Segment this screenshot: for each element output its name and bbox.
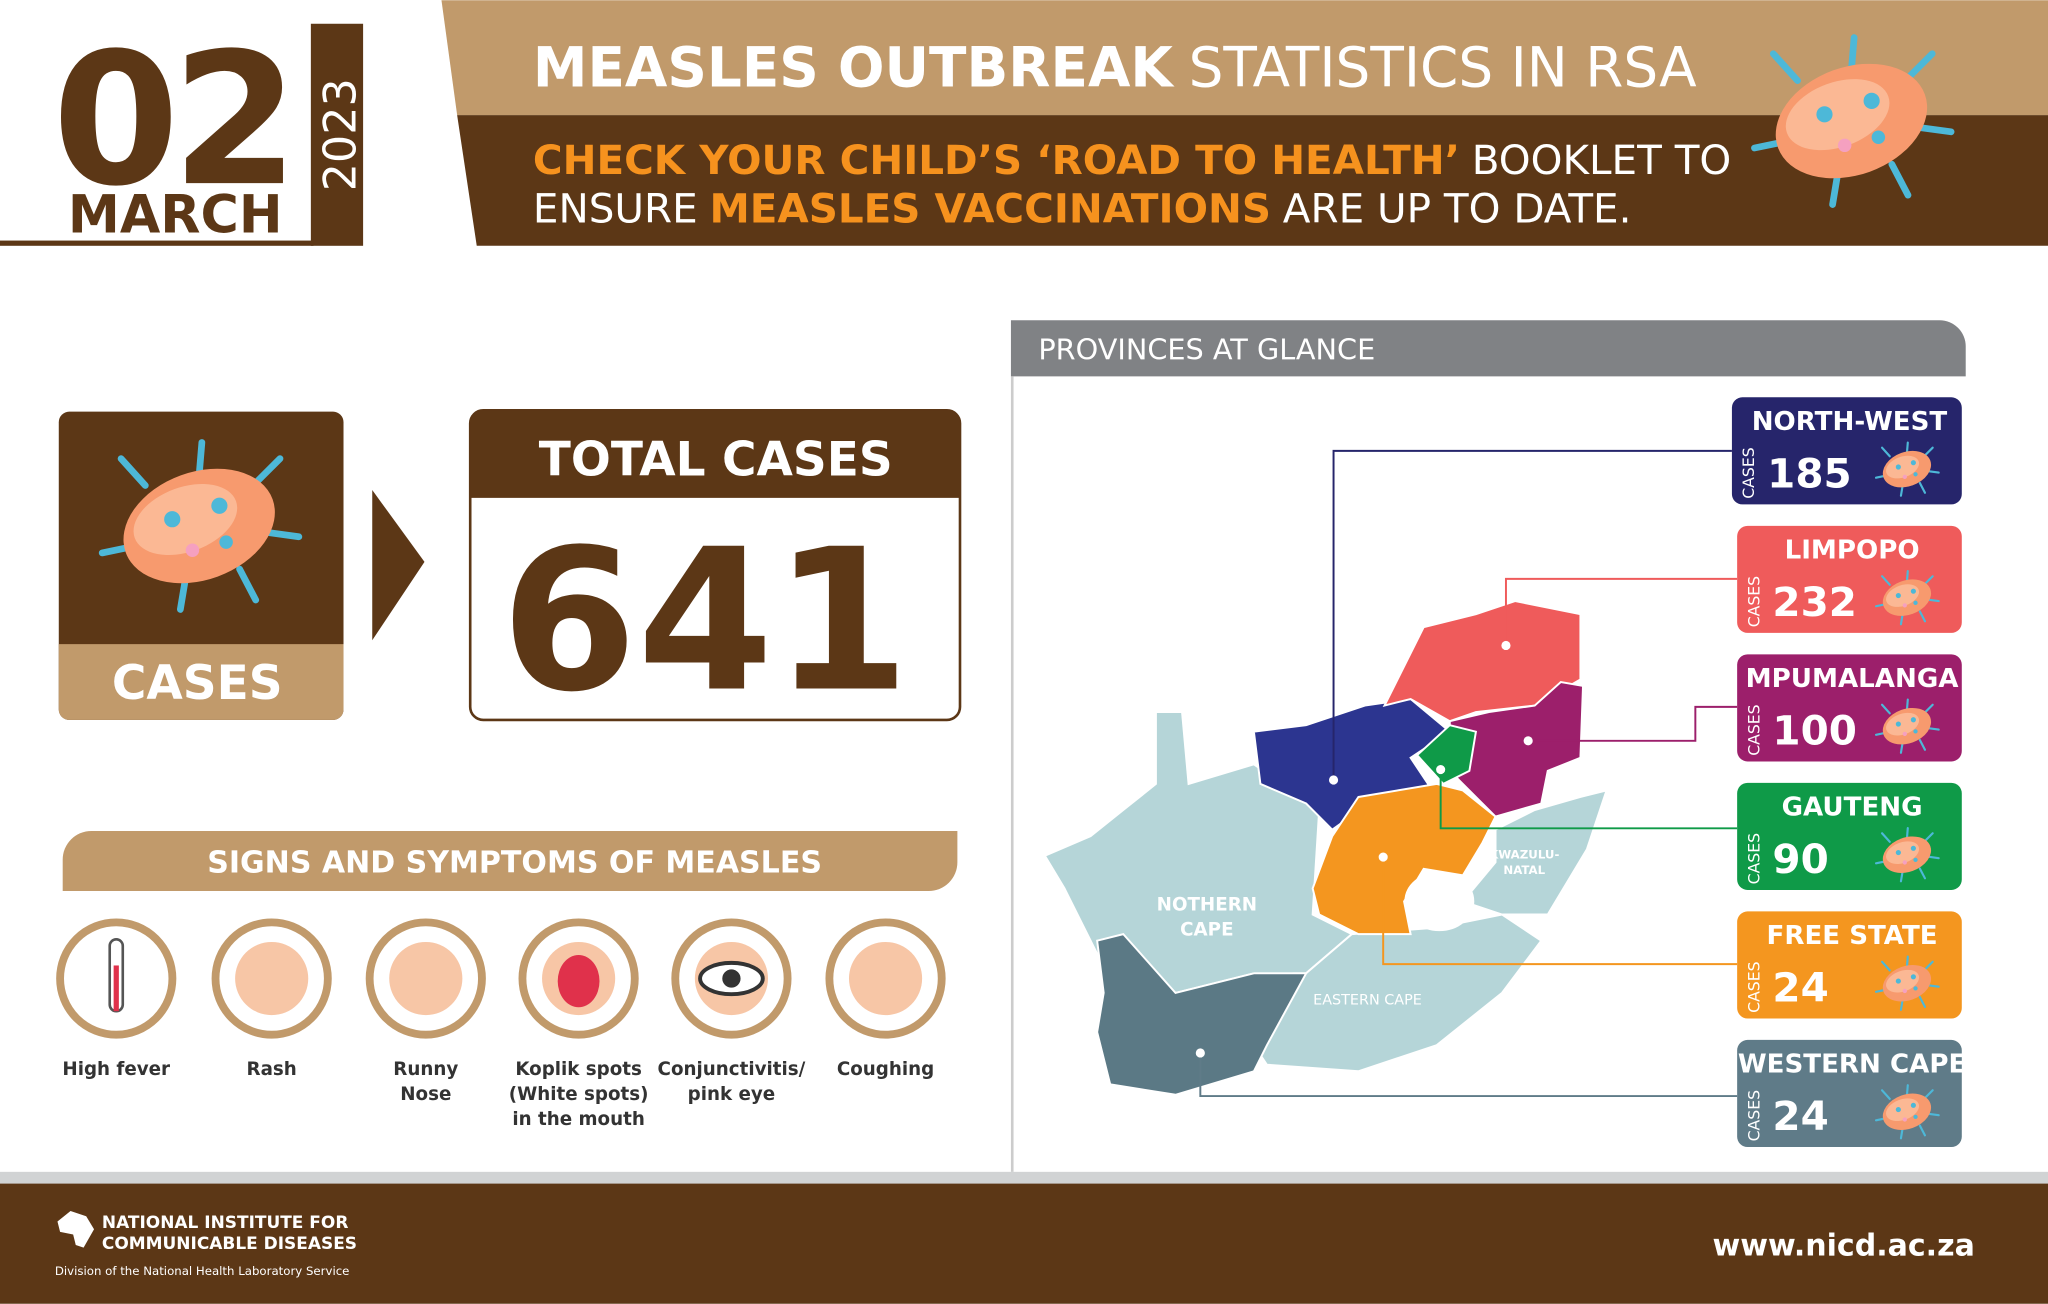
symptom-label: Conjunctivitis/ <box>658 1059 806 1080</box>
symptom-list: High fever Rash Runny Nose Koplik spots (Whit… <box>56 918 946 1130</box>
url: www.nicd.ac.za <box>1713 1228 1975 1263</box>
map-point <box>1328 775 1339 785</box>
symptom-label: Nose <box>400 1084 451 1105</box>
map-label-line: CAPE <box>1180 919 1233 940</box>
thermometer-level <box>113 965 119 1012</box>
map-label: EASTERN CAPE <box>1313 993 1422 1009</box>
lesotho <box>1404 871 1475 932</box>
date-month: MARCH <box>68 186 283 246</box>
connector <box>1439 769 1738 830</box>
symptom-label: (White spots) <box>509 1084 649 1105</box>
map <box>1043 600 1609 1096</box>
connector <box>1332 449 1732 780</box>
province-name: WESTERN CAPE <box>1738 1050 1966 1080</box>
symptom-label: High fever <box>62 1059 170 1080</box>
province-name: GAUTENG <box>1782 793 1923 823</box>
message-text: BOOKLET TO <box>1472 136 1732 184</box>
provinces-head <box>1010 320 1966 377</box>
province-list: NORTH-WEST CASES 185 LIMPOPO CASES 232 MPUMALA… <box>1195 397 1966 1148</box>
cases-label: CASES <box>112 656 283 711</box>
title-bold: MEASLES OUTBREAK <box>533 35 1175 99</box>
cases-box-foot <box>58 644 344 720</box>
map-point <box>1523 736 1533 746</box>
message-line: ENSURE MEASLES VACCINATIONS ARE UP TO DATE… <box>533 184 1632 232</box>
total-box-head <box>470 410 960 498</box>
cases-tag: CASES <box>1744 704 1763 755</box>
message-highlight: CHECK YOUR CHILD’S ‘ROAD TO HEALTH’ <box>533 136 1460 184</box>
province-name: MPUMALANGA <box>1746 664 1960 694</box>
provinces-title: PROVINCES AT GLANCE <box>1038 332 1375 366</box>
connector <box>1528 705 1738 742</box>
message-band <box>457 115 2048 246</box>
mouth <box>557 955 600 1008</box>
symptom-label: Koplik spots <box>515 1059 642 1080</box>
year-bar <box>310 23 364 246</box>
message-highlight: MEASLES VACCINATIONS <box>709 184 1271 232</box>
message-text: ENSURE <box>533 184 698 232</box>
header-title: MEASLES OUTBREAK STATISTICS IN RSA <box>533 35 1697 99</box>
map-point <box>1501 640 1511 651</box>
footer <box>0 1183 2048 1304</box>
symptom-icon-fill <box>848 941 923 1016</box>
province-name: LIMPOPO <box>1785 535 1920 565</box>
cases-tag: CASES <box>1744 576 1763 627</box>
title-rest: STATISTICS IN RSA <box>1189 35 1698 99</box>
connector <box>1199 1052 1738 1098</box>
total-label: TOTAL CASES <box>539 433 893 488</box>
map-label-line: NOTHERN <box>1157 895 1257 916</box>
symptom-label: pink eye <box>688 1084 776 1105</box>
pupil <box>722 969 741 988</box>
symptoms-title: SIGNS AND SYMPTOMS OF MEASLES <box>207 846 822 881</box>
map-label-line: KWAZULU- <box>1489 847 1559 861</box>
province-cases: 24 <box>1772 964 1828 1012</box>
symptom-label: Rash <box>247 1059 297 1080</box>
date-rule <box>0 240 314 246</box>
cases-tag: CASES <box>1744 833 1763 884</box>
symptom-icon-fill <box>389 941 463 1016</box>
western-cape <box>1096 933 1308 1096</box>
province-cases: 232 <box>1772 578 1856 626</box>
map-point <box>1195 1048 1205 1058</box>
org-division: Division of the National Health Laborato… <box>55 1264 350 1278</box>
province-name: NORTH-WEST <box>1752 407 1948 437</box>
org-name: COMMUNICABLE DISEASES <box>102 1234 357 1254</box>
province-cases: 90 <box>1772 835 1828 883</box>
map-label: NOTHERN CAPE <box>1157 895 1257 941</box>
symptom-label: Runny <box>393 1059 458 1080</box>
map-label-line: NATAL <box>1503 863 1545 877</box>
org-name: NATIONAL INSTITUTE FOR <box>102 1213 349 1233</box>
limpopo <box>1382 600 1582 723</box>
message-line: CHECK YOUR CHILD’S ‘ROAD TO HEALTH’ BOOKL… <box>533 136 1731 184</box>
date-day: 02 <box>52 14 291 227</box>
message-text: ARE UP TO DATE. <box>1283 184 1632 232</box>
symptom-icon-fill <box>235 941 309 1016</box>
total-value: 641 <box>501 508 910 736</box>
cases-tag: CASES <box>1744 961 1763 1012</box>
kwazulu-natal <box>1461 789 1609 916</box>
map-point <box>1378 852 1388 862</box>
footer-rule <box>0 1171 2048 1184</box>
symptom-label: Coughing <box>837 1059 934 1080</box>
province-cases: 185 <box>1767 449 1851 497</box>
header-band <box>441 0 2048 116</box>
connector <box>1504 577 1738 646</box>
map-label: KWAZULU- NATAL <box>1489 847 1559 877</box>
map-point <box>1436 764 1446 775</box>
symptom-label: in the mouth <box>512 1109 644 1130</box>
mpumalanga <box>1448 680 1585 818</box>
connector <box>1382 857 1738 966</box>
logo <box>57 1211 95 1248</box>
date-year: 2023 <box>315 78 366 191</box>
province-cases: 100 <box>1772 706 1856 754</box>
cases-tag: CASES <box>1739 447 1758 498</box>
symptoms-bar <box>62 830 958 892</box>
province-name: FREE STATE <box>1767 921 1938 951</box>
gauteng <box>1415 724 1478 786</box>
province-cases: 24 <box>1772 1092 1828 1140</box>
cases-tag: CASES <box>1744 1090 1763 1141</box>
arrow <box>372 490 425 641</box>
